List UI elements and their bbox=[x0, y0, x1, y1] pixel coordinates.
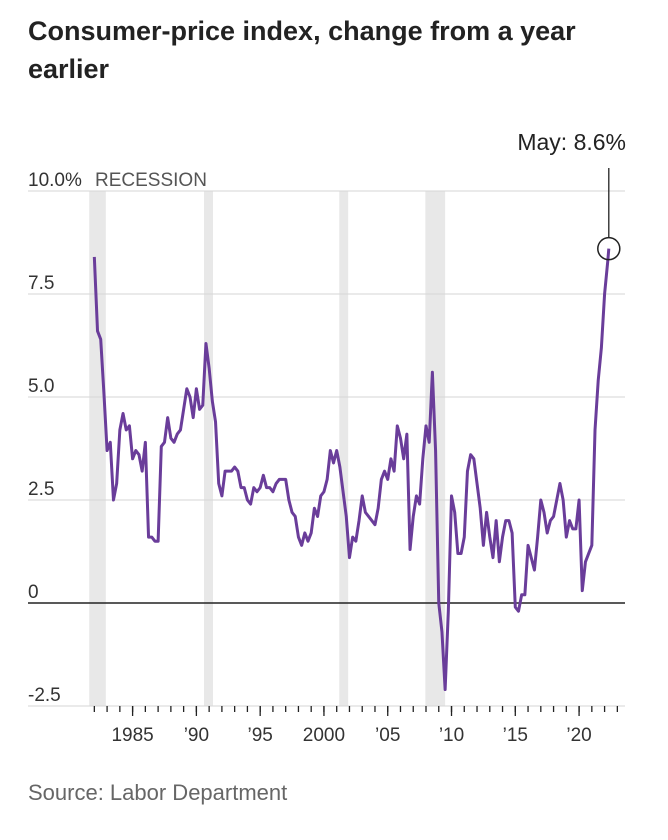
x-tick-label: 1985 bbox=[111, 725, 153, 746]
x-tick-label: ’90 bbox=[184, 725, 209, 746]
y-tick-label: 5.0 bbox=[28, 376, 54, 397]
recession-band bbox=[339, 191, 349, 706]
cpi-line bbox=[92, 248, 611, 692]
x-tick-label: ’05 bbox=[375, 725, 400, 746]
source: Source: Labor Department bbox=[28, 780, 288, 805]
x-tick-label: 2000 bbox=[303, 725, 345, 746]
highlight-circle bbox=[597, 236, 621, 261]
x-tick-label: ’20 bbox=[566, 725, 591, 746]
chart: RECESSION -2.5 0 2.5 5.0 7.5 10.0% 1985 ’90 ’95 20… bbox=[28, 129, 626, 746]
y-tick-label: -2.5 bbox=[28, 685, 61, 706]
y-tick-label: 0 bbox=[28, 582, 39, 603]
annotation: May: 8.6% bbox=[517, 129, 626, 155]
x-tick-label: ’95 bbox=[247, 725, 272, 746]
x-tick-label: ’15 bbox=[503, 725, 528, 746]
recession-band bbox=[89, 191, 106, 706]
y-tick-label: 10.0% bbox=[28, 170, 82, 191]
recession-band bbox=[204, 191, 213, 706]
y-tick-label: 2.5 bbox=[28, 479, 54, 500]
x-tick-label: ’10 bbox=[439, 725, 464, 746]
recession-label: RECESSION bbox=[95, 170, 207, 191]
chart-title: Consumer-price index, change from a year… bbox=[28, 16, 576, 84]
y-tick-label: 7.5 bbox=[28, 273, 54, 294]
